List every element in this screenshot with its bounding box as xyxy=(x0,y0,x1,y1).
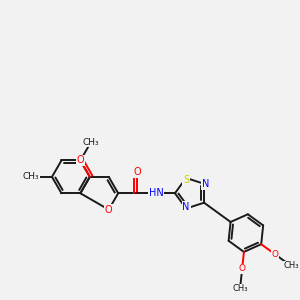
Text: CH₃: CH₃ xyxy=(23,172,40,182)
Text: N: N xyxy=(182,202,190,212)
Text: N: N xyxy=(202,179,210,189)
Text: O: O xyxy=(76,155,84,166)
Text: O: O xyxy=(105,205,112,214)
Text: S: S xyxy=(183,175,189,185)
Text: HN: HN xyxy=(149,188,164,198)
Text: O: O xyxy=(133,167,141,177)
Text: CH₃: CH₃ xyxy=(232,284,248,293)
Text: O: O xyxy=(272,250,278,259)
Text: CH₃: CH₃ xyxy=(283,261,299,270)
Text: CH₃: CH₃ xyxy=(82,138,99,147)
Text: O: O xyxy=(238,264,246,273)
